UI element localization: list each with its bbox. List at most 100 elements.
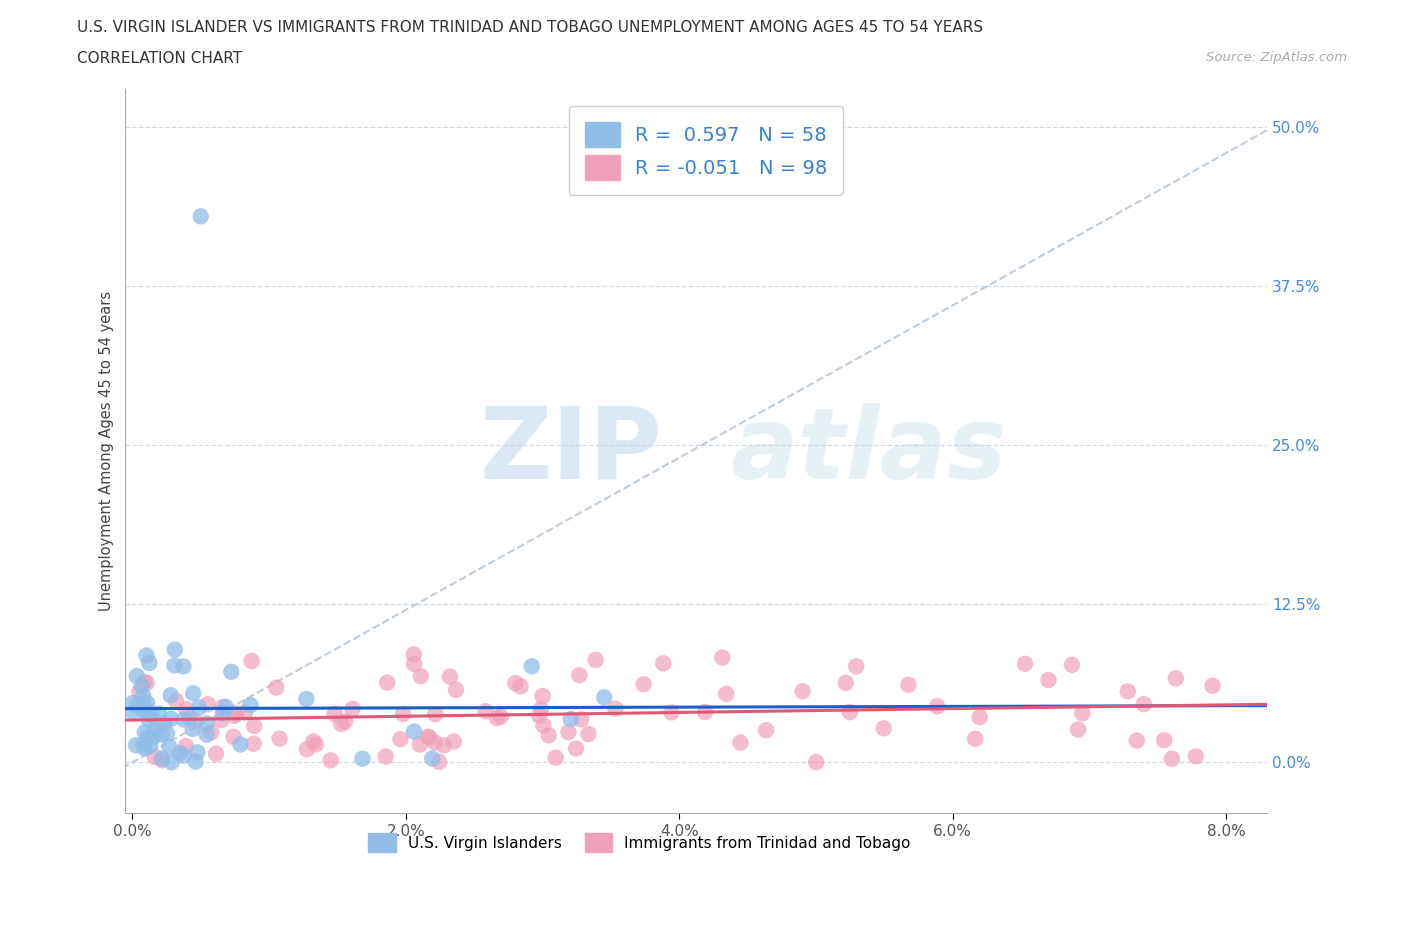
Point	[409, 737, 432, 752]
Point	[305, 737, 328, 751]
Point	[209, 712, 232, 727]
Point	[565, 741, 588, 756]
Point	[225, 706, 247, 721]
Point	[693, 705, 716, 720]
Point	[652, 656, 675, 671]
Point	[134, 674, 156, 689]
Point	[143, 723, 166, 737]
Point	[269, 731, 291, 746]
Point	[139, 738, 162, 753]
Point	[135, 705, 157, 720]
Point	[121, 696, 143, 711]
Text: CORRELATION CHART: CORRELATION CHART	[77, 51, 242, 66]
Point	[489, 710, 512, 724]
Point	[1164, 671, 1187, 685]
Point	[505, 676, 527, 691]
Point	[1184, 749, 1206, 764]
Point	[927, 698, 949, 713]
Point	[593, 690, 616, 705]
Point	[402, 724, 425, 739]
Point	[125, 669, 148, 684]
Point	[195, 716, 218, 731]
Point	[131, 678, 153, 693]
Point	[531, 689, 554, 704]
Point	[173, 712, 195, 727]
Point	[125, 737, 148, 752]
Point	[132, 688, 155, 703]
Point	[838, 705, 860, 720]
Point	[184, 754, 207, 769]
Point	[211, 699, 233, 714]
Point	[172, 659, 194, 674]
Point	[295, 692, 318, 707]
Point	[335, 714, 357, 729]
Point	[222, 729, 245, 744]
Point	[134, 741, 156, 756]
Point	[427, 754, 450, 769]
Point	[150, 727, 173, 742]
Point	[661, 705, 683, 720]
Point	[560, 711, 582, 726]
Y-axis label: Unemployment Among Ages 45 to 54 years: Unemployment Among Ages 45 to 54 years	[100, 291, 114, 611]
Point	[485, 711, 508, 725]
Point	[806, 754, 828, 769]
Point	[568, 668, 591, 683]
Point	[352, 751, 374, 766]
Point	[215, 699, 238, 714]
Point	[402, 647, 425, 662]
Point	[755, 723, 778, 737]
Point	[537, 728, 560, 743]
Point	[605, 701, 627, 716]
Point	[200, 725, 222, 740]
Point	[730, 735, 752, 750]
Point	[136, 729, 159, 744]
Point	[195, 727, 218, 742]
Text: Source: ZipAtlas.com: Source: ZipAtlas.com	[1206, 51, 1347, 64]
Point	[266, 680, 288, 695]
Point	[375, 675, 398, 690]
Point	[897, 677, 920, 692]
Point	[186, 745, 208, 760]
Point	[302, 734, 325, 749]
Point	[569, 711, 592, 726]
Point	[150, 752, 173, 767]
Point	[160, 755, 183, 770]
Point	[150, 751, 173, 766]
Legend: U.S. Virgin Islanders, Immigrants from Trinidad and Tobago: U.S. Virgin Islanders, Immigrants from T…	[360, 826, 918, 859]
Point	[136, 696, 159, 711]
Point	[409, 669, 432, 684]
Point	[444, 683, 467, 698]
Point	[127, 698, 149, 712]
Point	[148, 706, 170, 721]
Point	[148, 716, 170, 731]
Text: atlas: atlas	[731, 403, 1007, 499]
Point	[240, 654, 263, 669]
Point	[418, 730, 440, 745]
Point	[323, 707, 346, 722]
Point	[342, 701, 364, 716]
Point	[1116, 684, 1139, 698]
Point	[181, 685, 204, 700]
Point	[233, 705, 256, 720]
Point	[179, 711, 201, 725]
Point	[221, 664, 243, 679]
Point	[585, 653, 607, 668]
Point	[205, 746, 228, 761]
Point	[792, 684, 814, 698]
Point	[474, 704, 496, 719]
Point	[530, 702, 553, 717]
Point	[135, 675, 157, 690]
Point	[190, 209, 212, 224]
Point	[121, 705, 143, 720]
Point	[1060, 658, 1083, 672]
Point	[389, 732, 412, 747]
Text: U.S. VIRGIN ISLANDER VS IMMIGRANTS FROM TRINIDAD AND TOBAGO UNEMPLOYMENT AMONG A: U.S. VIRGIN ISLANDER VS IMMIGRANTS FROM …	[77, 20, 983, 35]
Point	[711, 650, 734, 665]
Point	[965, 731, 987, 746]
Point	[633, 677, 655, 692]
Point	[157, 739, 180, 754]
Point	[153, 716, 176, 731]
Point	[142, 730, 165, 745]
Point	[1160, 751, 1182, 766]
Point	[969, 710, 991, 724]
